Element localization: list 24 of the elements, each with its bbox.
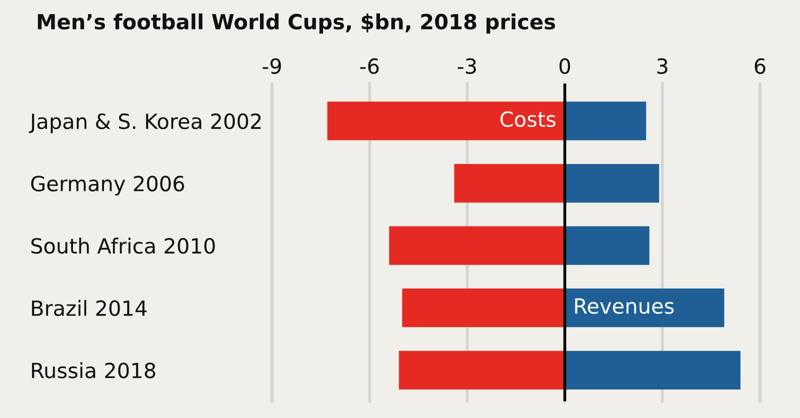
y-tick-label: Japan & S. Korea 2002 (28, 113, 261, 134)
bar (389, 226, 565, 265)
y-tick-label: South Africa 2010 (31, 238, 215, 254)
x-tick-label: -6 (360, 58, 379, 74)
x-tick-label: 3 (657, 58, 668, 74)
y-tick-label: Russia 2018 (32, 362, 156, 378)
bar (398, 350, 565, 390)
bar (402, 288, 565, 328)
bar (564, 226, 650, 265)
x-tick-label: 6 (754, 58, 766, 74)
bar (564, 288, 724, 328)
annotation: Costs (500, 111, 556, 128)
x-tick-label: -9 (262, 58, 281, 74)
y-tick-label: Germany 2006 (31, 176, 184, 196)
bar (564, 102, 646, 140)
x-tick-label: -3 (458, 58, 476, 74)
bar (564, 164, 660, 203)
annotation: Revenues (575, 298, 674, 314)
chart-title: Men’s football World Cups, $bn, 2018 prices (38, 13, 555, 34)
x-tick-label: 0 (560, 58, 570, 74)
bar (564, 350, 740, 390)
y-tick-label: Brazil 2014 (32, 300, 147, 316)
bar (327, 102, 565, 140)
bar (454, 164, 565, 203)
